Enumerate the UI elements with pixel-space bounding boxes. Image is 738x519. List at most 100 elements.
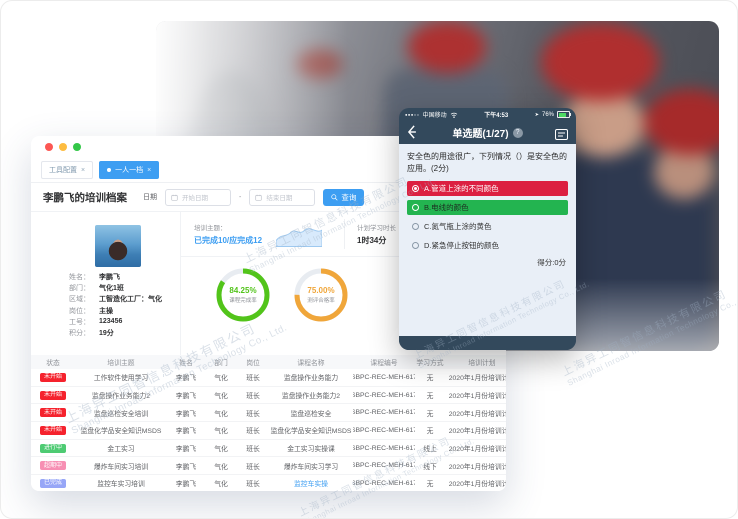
code-cell: SBPC-REC-MEH-617	[353, 479, 415, 487]
table-row: 进行中 金工实习 李鹏飞 气化 班长 金工实习实操课 SBPC-REC-MEH-617 线上 2…	[31, 439, 506, 458]
option-label: C.氮气瓶上涂的黄色	[424, 222, 492, 232]
tab-close-icon[interactable]: ×	[147, 166, 152, 174]
battery-icon	[557, 111, 571, 118]
tab-close-icon[interactable]: ×	[81, 166, 86, 174]
code-cell: SBPC-REC-MEH-617	[353, 444, 415, 452]
topic-cell: 爆炸车间实习培训	[93, 463, 149, 471]
minimize-traffic-light[interactable]	[59, 143, 67, 151]
option-label: A.管道上涂的不同颜色	[424, 184, 499, 194]
column-header: 课程编号	[370, 360, 398, 367]
table-row: 未开始 监盘操作业务能力2 李鹏飞 气化 班长 监盘操作业务能力2 SBPC-REC-MEH…	[31, 386, 506, 405]
profile-field: 姓名： 李鹏飞	[69, 271, 180, 282]
phone-nav-bar: 单选题(1/27) ?	[399, 121, 576, 144]
radio-icon[interactable]	[412, 223, 419, 231]
dept-cell: 气化	[214, 446, 228, 454]
tab-label: 一人一档	[115, 167, 144, 174]
column-header: 学习方式	[416, 360, 444, 367]
post-cell: 班长	[246, 375, 260, 383]
stats-divider	[344, 219, 345, 249]
training-topic-value: 已完成10/应完成12	[194, 236, 263, 245]
question-panel: 安全色的用途很广，下列情况（）是安全色的应用。(2分) A.管道上涂的不同颜色 B…	[399, 144, 576, 336]
search-button[interactable]: 查询	[323, 188, 365, 206]
profile-pane: 姓名： 李鹏飞 部门： 气化1班 区域： 工智造化工厂：气化 岗位： 主操 工号： 123456 积…	[31, 212, 181, 355]
course-cell: 监盘操作业务能力	[283, 375, 339, 383]
start-date-placeholder: 开始日期	[182, 195, 208, 202]
option-correct[interactable]: B.电线的颜色	[407, 200, 568, 216]
dept-cell: 气化	[214, 393, 228, 401]
name-cell: 李鹏飞	[175, 410, 197, 418]
dept-cell: 气化	[214, 410, 228, 418]
options-list: A.管道上涂的不同颜色 B.电线的颜色 C.氮气瓶上涂的黄色 D.紧急停止按钮的颜色	[407, 181, 568, 253]
plan-cell: 2020年1月份培训计划	[448, 446, 506, 454]
topic-cell: 监盘操作业务能力2	[91, 393, 151, 401]
topic-cell: 监盘化学品安全知识MSDS	[80, 428, 162, 436]
method-cell: 无	[426, 393, 434, 401]
course-cell: 监盘化学品安全知识MSDS	[270, 428, 352, 436]
profile-field-value: 李鹏飞	[99, 273, 120, 281]
option-normal[interactable]: C.氮气瓶上涂的黄色	[407, 219, 568, 234]
name-cell: 李鹏飞	[175, 375, 197, 383]
radio-icon[interactable]	[412, 185, 419, 193]
dept-cell: 气化	[214, 428, 228, 436]
calendar-icon	[171, 194, 178, 201]
option-wrong[interactable]: A.管道上涂的不同颜色	[407, 181, 568, 197]
method-cell: 无	[426, 375, 434, 383]
avatar	[95, 225, 141, 267]
clock-label: 下午4:53	[484, 113, 509, 119]
plan-cell: 2020年1月份培训计划	[448, 393, 506, 401]
wifi-icon	[450, 112, 457, 118]
donut-charts: 84.25% 课程完成率 75.00% 测评合格率	[181, 257, 506, 323]
method-cell: 无	[426, 428, 434, 436]
plan-cell: 2020年1月份培训计划	[448, 428, 506, 436]
option-label: D.紧急停止按钮的颜色	[424, 241, 499, 251]
back-button[interactable]	[407, 125, 416, 144]
option-label: B.电线的颜色	[424, 203, 469, 213]
course-cell: 监盘操作业务能力2	[281, 393, 341, 401]
tab-one-person-one-file[interactable]: 一人一档 ×	[99, 161, 160, 179]
course-cell: 金工实习实操课	[287, 446, 335, 454]
assessment-pass-label: 测评合格率	[307, 298, 335, 304]
profile-field-label: 岗位：	[69, 307, 90, 315]
radio-icon[interactable]	[412, 204, 419, 212]
post-cell: 班长	[246, 463, 260, 471]
table-row: 未开始 监盘巡检安全培训 李鹏飞 气化 班长 监盘巡检安全 SBPC-REC-MEH-617…	[31, 404, 506, 423]
start-date-input[interactable]: 开始日期	[165, 188, 231, 206]
date-filter-label: 日期	[143, 194, 157, 201]
search-icon	[331, 193, 338, 201]
column-header: 部门	[214, 360, 228, 367]
status-badge: 超期中	[39, 461, 66, 471]
date-range-separator: -	[239, 193, 242, 201]
answer-sheet-icon[interactable]	[555, 127, 568, 145]
plan-cell: 2020年1月份培训计划	[448, 410, 506, 418]
topic-cell: 工作软件使用学习	[93, 375, 149, 383]
code-cell: SBPC-REC-MEH-617	[353, 373, 415, 381]
profile-section: 姓名： 李鹏飞 部门： 气化1班 区域： 工智造化工厂：气化 岗位： 主操 工号： 123456 积…	[31, 211, 506, 355]
name-cell: 李鹏飞	[175, 481, 197, 489]
post-cell: 班长	[246, 481, 260, 489]
page-title: 李鹏飞的培训档案	[43, 191, 127, 204]
tab-tool-config[interactable]: 工具配置 ×	[41, 161, 94, 179]
column-header: 培训计划	[468, 360, 496, 367]
topic-cell: 监盘巡检安全培训	[93, 410, 149, 418]
profile-field-label: 姓名：	[69, 273, 90, 281]
course-cell[interactable]: 监控车实操	[294, 481, 328, 489]
help-icon[interactable]: ?	[512, 127, 523, 138]
column-header: 课程名称	[297, 360, 325, 367]
code-cell: SBPC-REC-MEH-617	[353, 409, 415, 417]
code-cell: SBPC-REC-MEH-617	[353, 426, 415, 434]
signal-strength-icon: ●●●○○	[405, 112, 420, 117]
planned-duration-stat: 计划学习时长 1时34分	[357, 222, 396, 246]
end-date-input[interactable]: 结束日期	[249, 188, 316, 206]
close-traffic-light[interactable]	[45, 143, 53, 151]
table-header-row: 状态培训主题姓名部门岗位课程名称课程编号学习方式培训计划操作	[31, 355, 506, 369]
back-arrow-icon	[407, 125, 416, 139]
table-body: 未开始 工作软件使用学习 李鹏飞 气化 班长 监盘操作业务能力 SBPC-REC-MEH-6…	[31, 369, 506, 491]
column-header: 岗位	[246, 360, 260, 367]
zoom-traffic-light[interactable]	[73, 143, 81, 151]
option-normal[interactable]: D.紧急停止按钮的颜色	[407, 238, 568, 253]
dept-cell: 气化	[214, 463, 228, 471]
name-cell: 李鹏飞	[175, 446, 197, 454]
radio-icon[interactable]	[412, 242, 419, 250]
course-cell: 监盘巡检安全	[290, 410, 332, 418]
plan-cell: 2020年1月份培训计划	[448, 481, 506, 489]
